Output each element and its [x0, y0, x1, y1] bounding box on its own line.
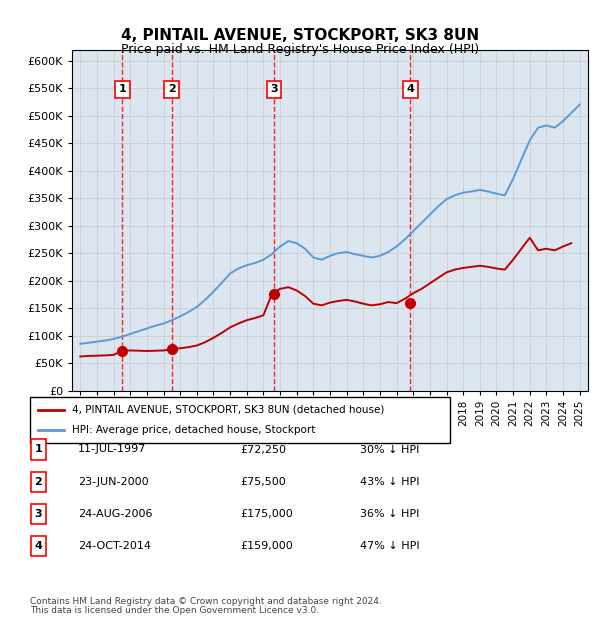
Text: 4: 4	[406, 84, 414, 94]
Text: £175,000: £175,000	[240, 509, 293, 519]
Text: 30% ↓ HPI: 30% ↓ HPI	[360, 445, 419, 454]
Text: £72,250: £72,250	[240, 445, 286, 454]
FancyBboxPatch shape	[30, 397, 450, 443]
Text: 24-AUG-2006: 24-AUG-2006	[78, 509, 152, 519]
Text: 4, PINTAIL AVENUE, STOCKPORT, SK3 8UN: 4, PINTAIL AVENUE, STOCKPORT, SK3 8UN	[121, 28, 479, 43]
Text: 4, PINTAIL AVENUE, STOCKPORT, SK3 8UN (detached house): 4, PINTAIL AVENUE, STOCKPORT, SK3 8UN (d…	[72, 405, 385, 415]
FancyBboxPatch shape	[31, 472, 46, 492]
Text: This data is licensed under the Open Government Licence v3.0.: This data is licensed under the Open Gov…	[30, 606, 319, 615]
Text: Price paid vs. HM Land Registry's House Price Index (HPI): Price paid vs. HM Land Registry's House …	[121, 43, 479, 56]
FancyBboxPatch shape	[31, 504, 46, 524]
Text: £75,500: £75,500	[240, 477, 286, 487]
Text: Contains HM Land Registry data © Crown copyright and database right 2024.: Contains HM Land Registry data © Crown c…	[30, 597, 382, 606]
FancyBboxPatch shape	[31, 536, 46, 556]
Text: 24-OCT-2014: 24-OCT-2014	[78, 541, 151, 551]
Text: 3: 3	[35, 509, 42, 519]
Text: 36% ↓ HPI: 36% ↓ HPI	[360, 509, 419, 519]
Text: £159,000: £159,000	[240, 541, 293, 551]
Text: 11-JUL-1997: 11-JUL-1997	[78, 445, 146, 454]
Text: 3: 3	[271, 84, 278, 94]
Text: 47% ↓ HPI: 47% ↓ HPI	[360, 541, 419, 551]
Text: 4: 4	[34, 541, 43, 551]
Text: 2: 2	[167, 84, 175, 94]
Text: 23-JUN-2000: 23-JUN-2000	[78, 477, 149, 487]
Text: HPI: Average price, detached house, Stockport: HPI: Average price, detached house, Stoc…	[72, 425, 316, 435]
Text: 1: 1	[35, 445, 42, 454]
Text: 2: 2	[35, 477, 42, 487]
FancyBboxPatch shape	[31, 440, 46, 459]
Text: 1: 1	[119, 84, 127, 94]
Text: 43% ↓ HPI: 43% ↓ HPI	[360, 477, 419, 487]
